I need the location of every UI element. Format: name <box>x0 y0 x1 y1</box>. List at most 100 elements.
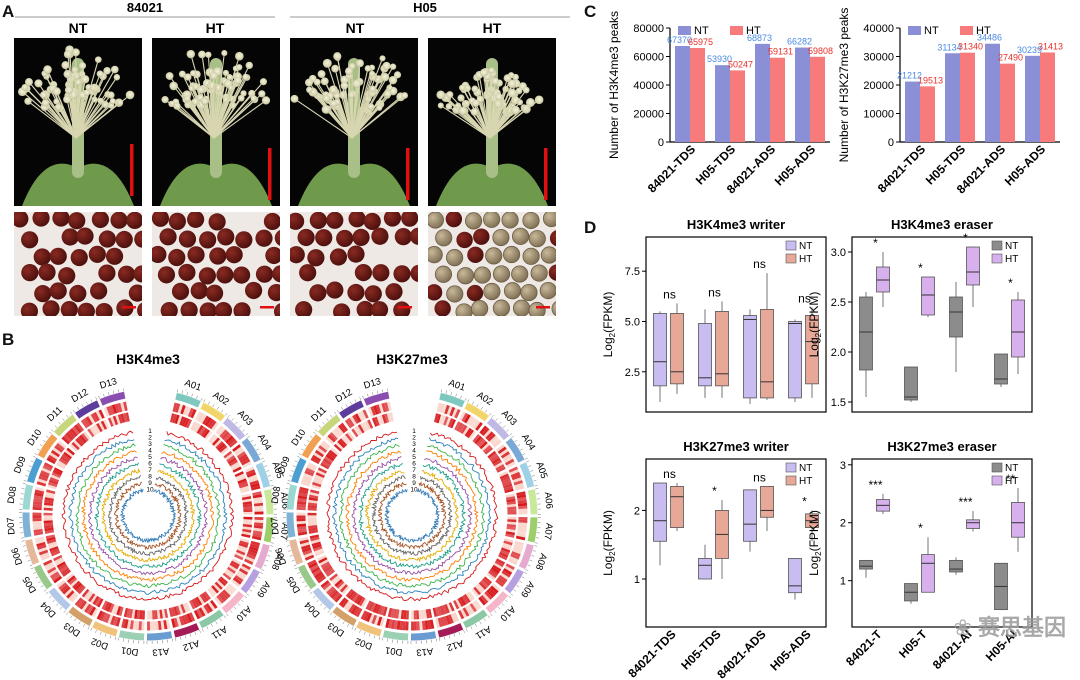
bar-nt <box>945 53 960 143</box>
chromosome-ideogram <box>146 631 173 641</box>
track-number: 6 <box>148 461 152 468</box>
chromosome-ideogram <box>22 484 34 510</box>
box-nt <box>698 558 712 580</box>
chromosome-label: D01 <box>384 644 403 657</box>
legend-label: HT <box>1005 476 1018 487</box>
signal-track <box>351 456 473 575</box>
track-number: 2 <box>148 435 152 442</box>
track-number: 5 <box>412 454 416 461</box>
chromosome-ideogram <box>255 462 271 488</box>
chromosome-label: A12 <box>445 637 465 653</box>
box-nt <box>788 558 802 594</box>
box-plot-title: H3K4me3 writer <box>687 217 785 232</box>
chromosome-ideogram <box>464 402 490 422</box>
y-tick-label: 2.5 <box>625 367 640 379</box>
chromosome-ideogram <box>22 512 32 538</box>
y-tick-label: 10000 <box>863 109 894 121</box>
signal-track <box>119 487 177 543</box>
signal-track <box>114 481 183 551</box>
track-number: 4 <box>412 448 416 455</box>
panel-b-circos: H3K4me3 H3K27me3 A01A02A03A04A05A06A07A0… <box>5 351 554 658</box>
chromosome-ideogram <box>118 630 145 641</box>
y-tick-label: 60000 <box>633 52 664 64</box>
chromosome-ideogram <box>312 587 335 611</box>
signal-track <box>87 456 208 576</box>
box-nt <box>653 313 667 387</box>
chromosome-ideogram <box>27 457 43 484</box>
bar-value-label: 66282 <box>787 37 812 47</box>
chromosome-ideogram <box>462 609 488 629</box>
signal-track <box>326 431 499 602</box>
track-number: 9 <box>412 480 416 487</box>
chromosome-ideogram <box>297 564 317 590</box>
flower-photo <box>290 38 418 206</box>
box-ht <box>1011 502 1025 538</box>
flower-photo <box>428 38 556 206</box>
box-nt <box>743 489 757 542</box>
y-tick-label: 7.5 <box>625 266 640 278</box>
legend-label: NT <box>924 25 939 37</box>
pollen-photo <box>290 212 418 316</box>
bar-value-label: 31413 <box>1038 41 1063 51</box>
signal-track <box>107 475 189 557</box>
bar-nt <box>795 47 810 142</box>
group-label-h05: H05 <box>413 0 437 15</box>
chromosome-label: D07 <box>269 517 281 535</box>
bar-ht <box>960 52 975 142</box>
chromosome-label: D13 <box>362 376 382 392</box>
y-axis-label: Number of H3K27me3 peaks <box>837 8 851 163</box>
x-tick-label: 84021-TDS <box>625 627 678 680</box>
y-tick-label: 40000 <box>863 23 894 35</box>
chromosome-label: A05 <box>534 460 550 480</box>
legend-swatch <box>785 253 797 264</box>
y-tick-label: 1.5 <box>831 397 846 409</box>
y-tick-label: 2 <box>634 505 640 517</box>
plot-frame <box>645 236 827 413</box>
track-number: 1 <box>148 428 152 435</box>
plot-frame <box>645 458 827 628</box>
chromosome-label: D01 <box>120 644 139 657</box>
chromosome-ideogram <box>485 591 509 614</box>
legend-swatch <box>908 26 921 35</box>
panel-a-photos: 84021 H05 NT HT NT HT <box>14 0 570 316</box>
chromosome-label: A05 <box>270 460 286 480</box>
y-tick-label: 20000 <box>633 109 664 121</box>
scale-bar <box>544 148 548 200</box>
chromosome-ideogram <box>175 392 201 408</box>
chromosome-ideogram <box>527 517 538 543</box>
legend-swatch <box>991 475 1003 486</box>
legend-label: HT <box>799 476 812 487</box>
box-nt <box>949 559 963 573</box>
significance-label: * <box>873 236 878 250</box>
chromosome-ideogram <box>289 539 304 565</box>
scale-bar <box>130 144 134 196</box>
bar-value-label: 31340 <box>958 42 983 52</box>
plot-frame <box>851 236 1033 413</box>
scale-bar <box>122 306 136 309</box>
box-ht <box>715 311 729 387</box>
y-tick-label: 0 <box>888 137 894 149</box>
track-number: 7 <box>148 467 152 474</box>
signal-track <box>68 439 228 595</box>
chromosome-ideogram <box>291 457 307 484</box>
signal-track <box>80 450 215 582</box>
scale-bar <box>398 306 412 309</box>
circos-title-h3k4me3: H3K4me3 <box>116 351 180 367</box>
bar-value-label: 31134 <box>937 42 961 52</box>
x-tick-label: H05-T <box>896 627 930 661</box>
chromosome-label: A13 <box>152 645 170 658</box>
chromosome-ideogram <box>33 564 53 590</box>
signal-track <box>338 444 485 588</box>
bar-ht <box>920 86 935 142</box>
chromosome-ideogram <box>263 489 274 515</box>
chromosome-ideogram <box>200 402 226 422</box>
track-number: 10 <box>410 487 418 494</box>
significance-label: ns <box>663 467 676 481</box>
y-tick-label: 1 <box>840 576 846 588</box>
track-number: 3 <box>412 441 416 448</box>
flower-photo <box>152 38 280 206</box>
track-number: 8 <box>412 474 416 481</box>
chromosome-ideogram <box>332 606 357 627</box>
bar-value-label: 67370 <box>667 35 692 45</box>
